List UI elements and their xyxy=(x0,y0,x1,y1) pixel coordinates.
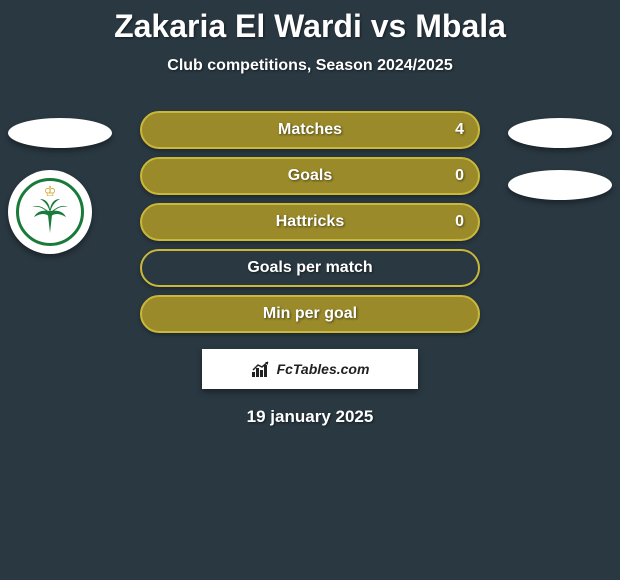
page-date: 19 january 2025 xyxy=(0,407,620,427)
stat-label: Matches xyxy=(278,121,342,139)
stat-row: Matches 4 xyxy=(140,111,480,149)
page-title: Zakaria El Wardi vs Mbala xyxy=(0,0,620,45)
palm-tree-icon xyxy=(30,195,70,235)
club-emblem-ring: ♔ xyxy=(16,178,84,246)
stat-value: 0 xyxy=(455,167,464,185)
left-badges: ♔ xyxy=(8,118,112,254)
stat-label: Goals xyxy=(288,167,332,185)
stat-row: Hattricks 0 xyxy=(140,203,480,241)
fctables-banner[interactable]: FcTables.com xyxy=(202,349,418,389)
banner-text: FcTables.com xyxy=(277,361,370,377)
stat-value: 0 xyxy=(455,213,464,231)
player-badge-right-top xyxy=(508,118,612,148)
subtitle: Club competitions, Season 2024/2025 xyxy=(0,57,620,75)
stat-value: 4 xyxy=(455,121,464,139)
right-badges xyxy=(508,118,612,200)
stat-label: Goals per match xyxy=(247,259,372,277)
club-badge-left: ♔ xyxy=(8,170,92,254)
stat-label: Min per goal xyxy=(263,305,357,323)
player-badge-right-bottom xyxy=(508,170,612,200)
stat-row: Goals per match xyxy=(140,249,480,287)
stat-row: Min per goal xyxy=(140,295,480,333)
stat-label: Hattricks xyxy=(276,213,344,231)
player-badge-left-top xyxy=(8,118,112,148)
chart-icon xyxy=(251,360,271,378)
stat-row: Goals 0 xyxy=(140,157,480,195)
